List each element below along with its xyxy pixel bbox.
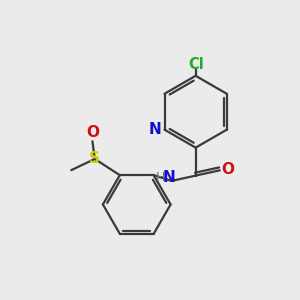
Text: H: H bbox=[156, 171, 166, 184]
Text: Cl: Cl bbox=[188, 57, 203, 72]
Text: N: N bbox=[162, 170, 175, 185]
Text: S: S bbox=[89, 152, 100, 166]
Text: O: O bbox=[221, 162, 235, 177]
Text: O: O bbox=[86, 125, 99, 140]
Text: N: N bbox=[149, 122, 161, 137]
